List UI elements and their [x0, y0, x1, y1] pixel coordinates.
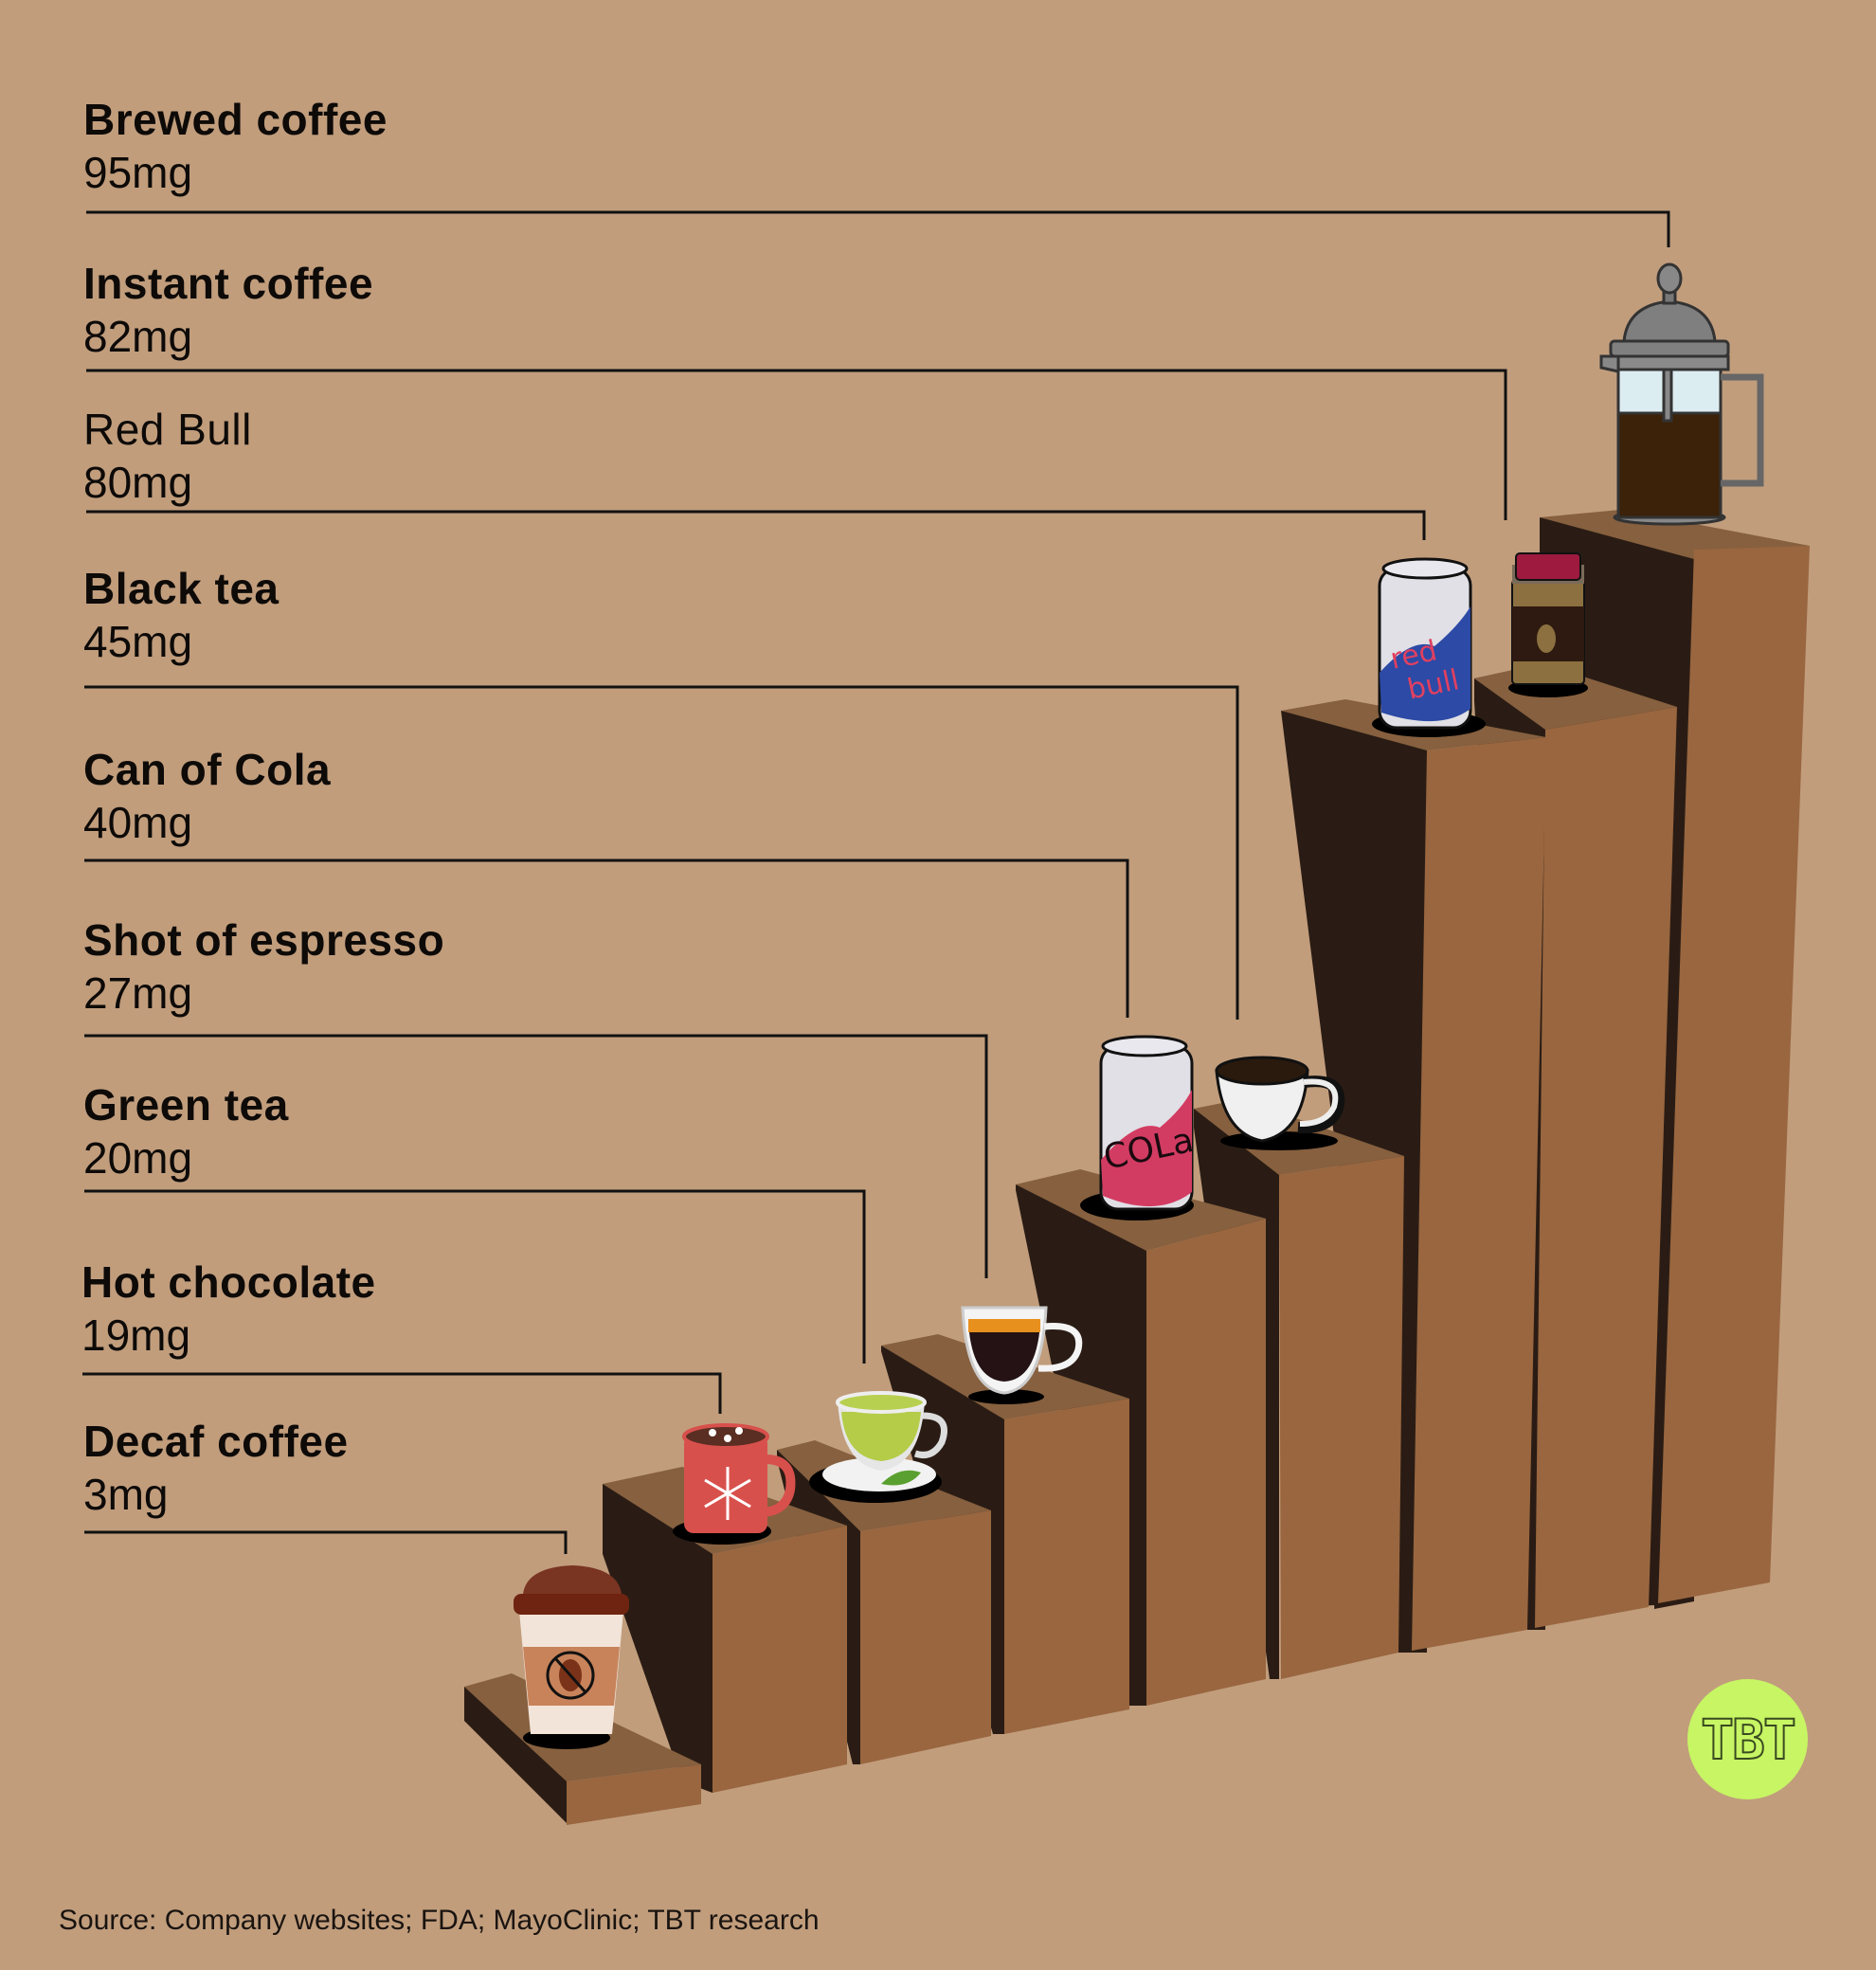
label-hot-chocolate: Hot chocolate 19mg: [81, 1260, 376, 1357]
french-press-icon: [1599, 262, 1764, 526]
label-cola: Can of Cola 40mg: [83, 748, 331, 844]
drink-icons: red bull COLa: [514, 262, 1764, 1749]
label-instant-coffee: Instant coffee 82mg: [83, 262, 373, 358]
label-black-tea: Black tea 45mg: [83, 567, 280, 663]
tbt-logo: TBT: [1687, 1679, 1808, 1799]
drink-name: Brewed coffee: [83, 95, 388, 144]
hot-chocolate-mug-icon: [673, 1423, 796, 1545]
caffeine-value: 27mg: [83, 968, 193, 1018]
black-tea-cup-icon: [1215, 1056, 1345, 1150]
takeaway-cup-icon: [514, 1565, 629, 1749]
caffeine-value: 40mg: [83, 798, 193, 847]
caffeine-value: 20mg: [83, 1133, 193, 1183]
leader-line-cola: [84, 858, 1129, 1018]
label-decaf-coffee: Decaf coffee 3mg: [83, 1419, 349, 1516]
caffeine-value: 3mg: [83, 1470, 169, 1519]
caffeine-value: 45mg: [83, 617, 193, 666]
espresso-glass-icon: [961, 1306, 1083, 1404]
label-green-tea: Green tea 20mg: [83, 1083, 289, 1180]
leader-line-black-tea: [84, 685, 1239, 1020]
leader-line-espresso: [84, 1034, 988, 1278]
label-red-bull: Red Bull 80mg: [83, 407, 252, 504]
caffeine-value: 80mg: [83, 458, 193, 507]
drink-name: Black tea: [83, 564, 280, 613]
caffeine-value: 82mg: [83, 312, 193, 361]
leader-line-brewed-coffee: [86, 210, 1670, 247]
cola-can-icon: COLa: [1080, 1035, 1197, 1220]
leader-line-hot-chocolate: [82, 1372, 722, 1414]
snowflake-icon: [704, 1467, 751, 1520]
instant-coffee-jar-icon: [1508, 552, 1588, 697]
drink-name: Green tea: [83, 1080, 289, 1130]
caffeine-value: 95mg: [83, 148, 193, 197]
leader-line-decaf-coffee: [84, 1530, 568, 1554]
label-espresso: Shot of espresso 27mg: [83, 918, 444, 1015]
logo-text: TBT: [1700, 1707, 1797, 1773]
drink-name: Instant coffee: [83, 259, 374, 308]
label-brewed-coffee: Brewed coffee 95mg: [83, 98, 388, 194]
drink-name: Shot of espresso: [83, 915, 445, 965]
drink-name: Hot chocolate: [81, 1257, 376, 1307]
drink-name: Red Bull: [83, 405, 252, 454]
leader-lines: [82, 210, 1670, 1554]
red-bull-can-icon: red bull: [1372, 557, 1486, 737]
staircase-blocks: [464, 510, 1810, 1825]
drink-name: Can of Cola: [83, 745, 332, 794]
caffeine-value: 19mg: [81, 1310, 191, 1360]
leader-line-instant-coffee: [86, 369, 1507, 520]
leader-line-red-bull: [86, 510, 1426, 540]
leader-line-green-tea: [84, 1189, 866, 1364]
drink-name: Decaf coffee: [83, 1417, 349, 1466]
source-note: Source: Company websites; FDA; MayoClini…: [59, 1905, 820, 1936]
green-tea-cup-icon: [809, 1391, 947, 1503]
